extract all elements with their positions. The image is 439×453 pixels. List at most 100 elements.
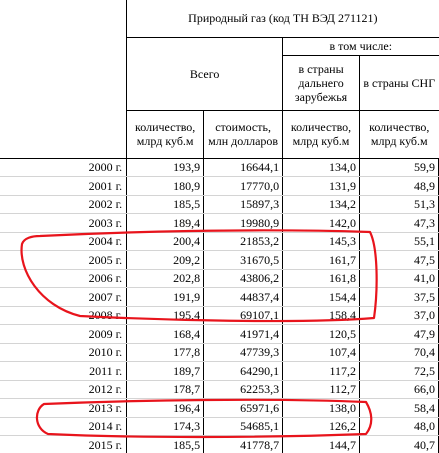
cis-quantity-header: количество, млрд куб.м	[359, 110, 439, 159]
year-cell: 2010 г.	[0, 343, 128, 362]
value-cell: 16644,1	[203, 158, 284, 177]
value-header: стоимость, млн долларов	[203, 110, 284, 159]
cis-cell: 66,0	[359, 380, 439, 399]
year-cell: 2014 г.	[0, 417, 128, 436]
quantity-cell: 195,4	[126, 306, 205, 325]
value-cell: 62253,3	[203, 380, 284, 399]
value-cell: 47739,3	[203, 343, 284, 362]
table-title: Природный газ (код ТН ВЭД 271121)	[126, 0, 439, 38]
table-row: 2005 г. 209,2 31670,5 161,7 47,5	[0, 250, 439, 270]
far-abroad-cell: 134,2	[282, 195, 361, 214]
quantity-cell: 189,7	[126, 361, 205, 381]
far-abroad-cell: 144,7	[282, 435, 361, 453]
year-cell: 2006 г.	[0, 269, 128, 288]
cis-cell: 59,9	[359, 158, 439, 177]
cis-header: в страны СНГ	[359, 55, 439, 111]
cis-cell: 47,5	[359, 250, 439, 270]
quantity-cell: 193,9	[126, 158, 205, 177]
year-cell: 2015 г.	[0, 435, 128, 453]
quantity-cell: 177,8	[126, 343, 205, 362]
cis-cell: 41,0	[359, 269, 439, 288]
far-abroad-cell: 120,5	[282, 324, 361, 344]
value-cell: 41971,4	[203, 324, 284, 344]
table-row: 2001 г. 180,9 17770,0 131,9 48,9	[0, 176, 439, 196]
table-row: 2008 г. 195,4 69107,1 158,4 37,0	[0, 306, 439, 325]
cis-cell: 51,3	[359, 195, 439, 214]
cis-cell: 47,3	[359, 213, 439, 233]
blank-corner-cell	[0, 0, 128, 37]
far-quantity-header: количество, млрд куб.м	[282, 110, 361, 159]
cis-cell: 37,0	[359, 306, 439, 325]
value-cell: 17770,0	[203, 176, 284, 196]
far-abroad-cell: 158,4	[282, 306, 361, 325]
cis-cell: 47,9	[359, 324, 439, 344]
year-cell: 2013 г.	[0, 398, 128, 418]
cis-cell: 48,9	[359, 176, 439, 196]
value-cell: 19980,9	[203, 213, 284, 233]
far-abroad-cell: 126,2	[282, 417, 361, 436]
year-cell: 2011 г.	[0, 361, 128, 381]
value-cell: 41778,7	[203, 435, 284, 453]
value-cell: 44837,4	[203, 287, 284, 307]
cis-cell: 40,7	[359, 435, 439, 453]
table-row: 2004 г. 200,4 21853,2 145,3 55,1	[0, 232, 439, 251]
blank-corner-cell	[0, 110, 128, 159]
year-cell: 2002 г.	[0, 195, 128, 214]
year-cell: 2004 г.	[0, 232, 128, 251]
year-cell: 2001 г.	[0, 176, 128, 196]
quantity-cell: 202,8	[126, 269, 205, 288]
year-cell: 2009 г.	[0, 324, 128, 344]
far-abroad-cell: 138,0	[282, 398, 361, 418]
quantity-cell: 185,5	[126, 195, 205, 214]
cis-cell: 48,0	[359, 417, 439, 436]
far-abroad-cell: 142,0	[282, 213, 361, 233]
table-row: 2010 г. 177,8 47739,3 107,4 70,4	[0, 343, 439, 362]
quantity-header: количество, млрд куб.м	[126, 110, 205, 159]
far-abroad-cell: 145,3	[282, 232, 361, 251]
year-cell: 2012 г.	[0, 380, 128, 399]
table-row: 2012 г. 178,7 62253,3 112,7 66,0	[0, 380, 439, 399]
value-cell: 54685,1	[203, 417, 284, 436]
value-cell: 15897,3	[203, 195, 284, 214]
value-cell: 21853,2	[203, 232, 284, 251]
blank-corner-cell	[0, 37, 128, 55]
year-cell: 2000 г.	[0, 158, 128, 177]
quantity-cell: 174,3	[126, 417, 205, 436]
table-row: 2013 г. 196,4 65971,6 138,0 58,4	[0, 398, 439, 418]
cis-cell: 58,4	[359, 398, 439, 418]
table-row: 2007 г. 191,9 44837,4 154,4 37,5	[0, 287, 439, 307]
quantity-cell: 178,7	[126, 380, 205, 399]
table-row: 2011 г. 189,7 64290,1 117,2 72,5	[0, 361, 439, 381]
quantity-cell: 209,2	[126, 250, 205, 270]
value-cell: 43806,2	[203, 269, 284, 288]
year-cell: 2003 г.	[0, 213, 128, 233]
value-cell: 31670,5	[203, 250, 284, 270]
quantity-cell: 168,4	[126, 324, 205, 344]
cis-cell: 70,4	[359, 343, 439, 362]
far-abroad-cell: 131,9	[282, 176, 361, 196]
cis-cell: 55,1	[359, 232, 439, 251]
table-row: 2000 г. 193,9 16644,1 134,0 59,9	[0, 158, 439, 177]
year-cell: 2007 г.	[0, 287, 128, 307]
value-cell: 69107,1	[203, 306, 284, 325]
quantity-cell: 196,4	[126, 398, 205, 418]
far-abroad-cell: 161,8	[282, 269, 361, 288]
quantity-cell: 185,5	[126, 435, 205, 453]
far-abroad-cell: 112,7	[282, 380, 361, 399]
far-abroad-cell: 107,4	[282, 343, 361, 362]
cis-cell: 37,5	[359, 287, 439, 307]
cis-cell: 72,5	[359, 361, 439, 381]
including-header: в том числе:	[282, 37, 439, 56]
table-row: 2015 г. 185,5 41778,7 144,7 40,7	[0, 435, 439, 453]
table-row: 2006 г. 202,8 43806,2 161,8 41,0	[0, 269, 439, 288]
table-row: 2003 г. 189,4 19980,9 142,0 47,3	[0, 213, 439, 233]
quantity-cell: 191,9	[126, 287, 205, 307]
far-abroad-cell: 117,2	[282, 361, 361, 381]
quantity-cell: 200,4	[126, 232, 205, 251]
far-abroad-cell: 134,0	[282, 158, 361, 177]
value-cell: 65971,6	[203, 398, 284, 418]
far-abroad-cell: 161,7	[282, 250, 361, 270]
blank-corner-cell	[0, 55, 128, 110]
